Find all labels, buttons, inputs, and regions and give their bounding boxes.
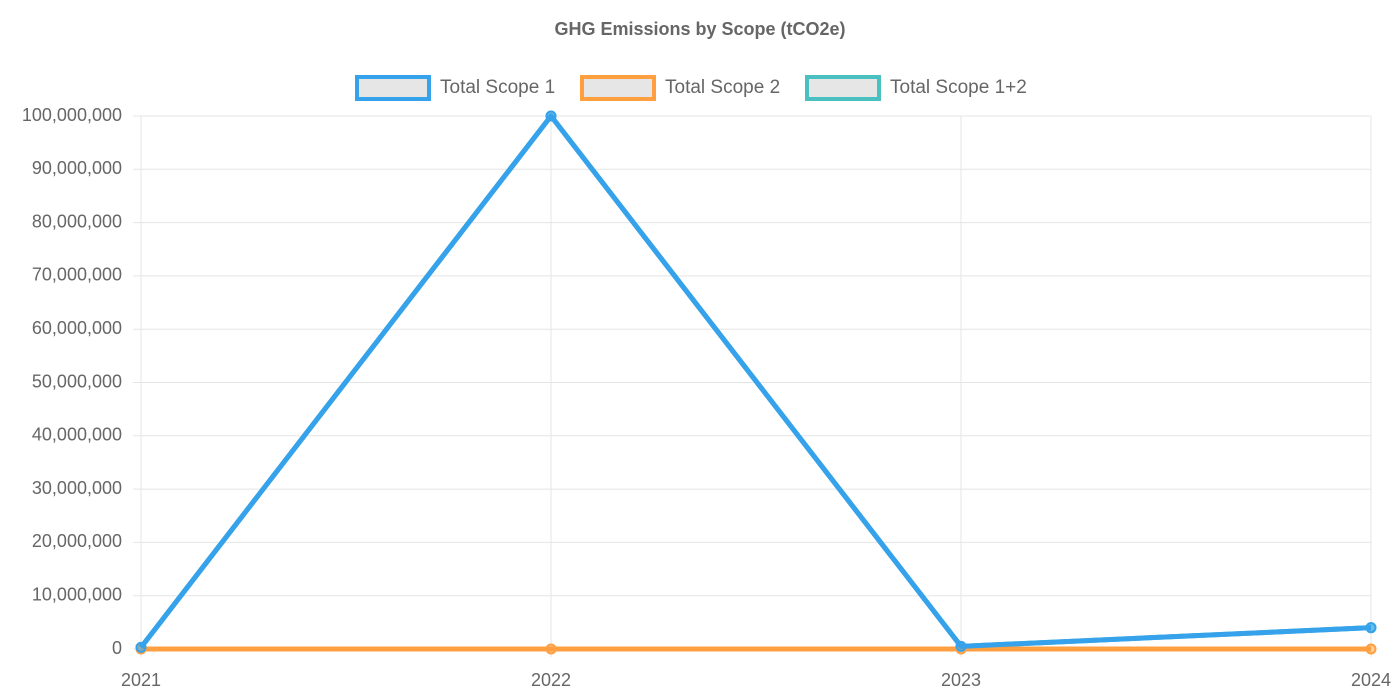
data-point — [545, 110, 557, 122]
y-tick-label: 30,000,000 — [32, 478, 122, 498]
legend-swatch — [805, 75, 881, 101]
legend-swatch — [355, 75, 431, 101]
chart-title: GHG Emissions by Scope (tCO2e) — [554, 19, 845, 39]
y-tick-label: 80,000,000 — [32, 211, 122, 231]
x-tick-label: 2022 — [531, 670, 571, 690]
legend-label: Total Scope 1+2 — [890, 77, 1027, 98]
y-tick-label: 100,000,000 — [22, 105, 122, 125]
data-point — [1365, 643, 1377, 655]
y-tick-label: 90,000,000 — [32, 158, 122, 178]
y-tick-label: 60,000,000 — [32, 318, 122, 338]
legend-swatch — [580, 75, 656, 101]
data-point — [955, 640, 967, 652]
x-tick-label: 2023 — [941, 670, 981, 690]
y-tick-label: 40,000,000 — [32, 425, 122, 445]
data-point — [1365, 622, 1377, 634]
y-tick-label: 20,000,000 — [32, 531, 122, 551]
x-tick-label: 2021 — [121, 670, 161, 690]
y-tick-label: 50,000,000 — [32, 371, 122, 391]
y-tick-label: 0 — [112, 638, 122, 658]
legend-label: Total Scope 1 — [440, 77, 555, 98]
y-tick-label: 10,000,000 — [32, 584, 122, 604]
series-line — [139, 113, 1372, 649]
data-point — [135, 641, 147, 653]
data-point — [545, 643, 557, 655]
x-tick-label: 2024 — [1351, 670, 1391, 690]
y-tick-label: 70,000,000 — [32, 265, 122, 285]
legend-label: Total Scope 2 — [665, 77, 780, 98]
